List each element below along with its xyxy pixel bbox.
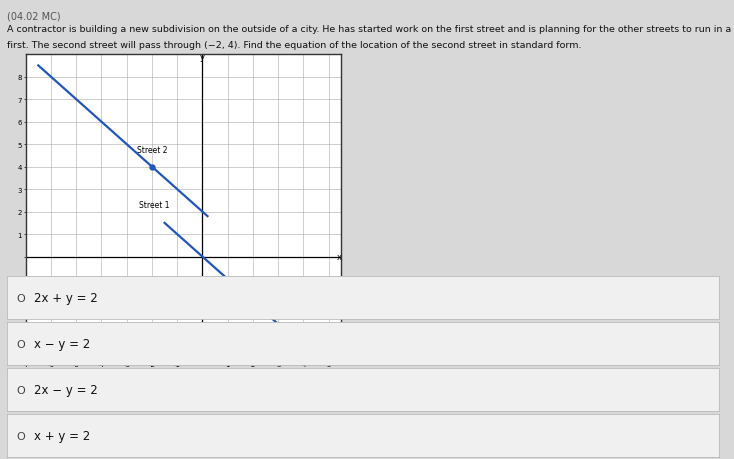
Text: y: y bbox=[200, 53, 205, 62]
Text: O: O bbox=[16, 339, 25, 349]
Text: x + y = 2: x + y = 2 bbox=[34, 429, 90, 442]
Text: Street 2: Street 2 bbox=[137, 146, 167, 155]
Text: first. The second street will pass through (−2, 4). Find the equation of the loc: first. The second street will pass throu… bbox=[7, 41, 582, 50]
Text: x − y = 2: x − y = 2 bbox=[34, 337, 90, 350]
Text: (04.02 MC): (04.02 MC) bbox=[7, 11, 61, 22]
Text: A contractor is building a new subdivision on the outside of a city. He has star: A contractor is building a new subdivisi… bbox=[7, 25, 734, 34]
Text: O: O bbox=[16, 293, 25, 303]
Text: O: O bbox=[16, 385, 25, 395]
Text: O: O bbox=[16, 431, 25, 441]
Text: Street 1: Street 1 bbox=[139, 201, 170, 210]
Text: 2x + y = 2: 2x + y = 2 bbox=[34, 291, 98, 304]
Text: 2x − y = 2: 2x − y = 2 bbox=[34, 383, 98, 396]
Text: x: x bbox=[336, 252, 341, 262]
